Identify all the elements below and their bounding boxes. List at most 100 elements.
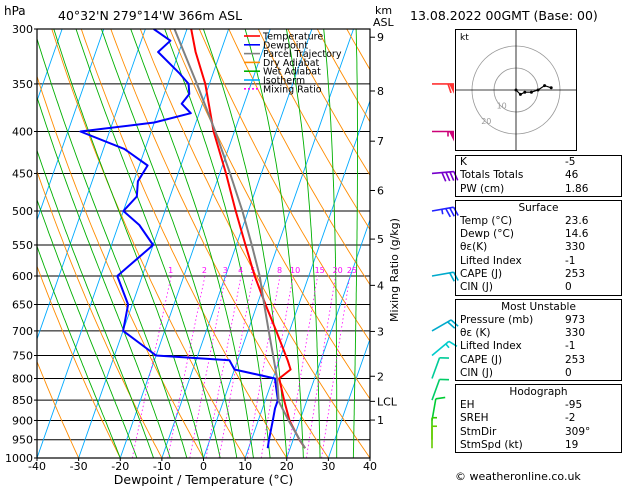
index-label: Totals Totals: [460, 169, 524, 182]
wet-adiabat-line: [100, 29, 238, 458]
dry-adiabat-line: [37, 74, 204, 458]
hodograph-stat-label: StmSpd (kt): [460, 439, 523, 452]
temperature-tick-label: 10: [238, 460, 252, 473]
km-tick-label: 8: [377, 85, 384, 98]
km-tick-label: 2: [377, 370, 384, 383]
pressure-tick-label: 800: [12, 372, 33, 385]
legend-label: Wet Adiabat: [263, 67, 321, 78]
wind-barb-flag: [441, 172, 447, 182]
pressure-tick-label: 500: [12, 205, 33, 218]
isotherm-line: [37, 29, 105, 222]
mixing-ratio-label: 8: [277, 266, 282, 275]
legend-label: Parcel Trajectory: [263, 49, 342, 60]
temperature-tick-label: 20: [280, 460, 294, 473]
wind-barb: [432, 130, 454, 142]
wind-barb-shaft: [431, 379, 441, 401]
km-tick-label: 4: [377, 279, 384, 292]
mixing-ratio-label: 25: [347, 266, 357, 275]
hodograph-point: [549, 86, 553, 90]
surface-row: θε(K) 330: [456, 241, 621, 254]
wet-adiabat-line: [323, 29, 338, 458]
surface-value: 0: [565, 281, 572, 294]
most-unstable-label: CIN (J): [460, 366, 493, 379]
pressure-tick-label: 400: [12, 126, 33, 139]
wind-barb-pennant: [449, 131, 454, 142]
hodograph-stat-value: 309°: [565, 425, 591, 438]
km-tick-label: 7: [377, 135, 384, 148]
temperature-tick-label: -30: [70, 460, 88, 473]
surface-label: θε(K): [460, 241, 488, 254]
surface-row: Dewp (°C) 14.6: [456, 228, 621, 241]
pressure-tick-label: 300: [12, 23, 33, 36]
index-value: -5: [565, 156, 576, 168]
surface-value: 330: [565, 241, 586, 254]
index-row: Totals Totals 46: [456, 169, 621, 182]
isotherm-line: [244, 99, 370, 458]
mixing-ratio-line: [131, 275, 172, 458]
most-unstable-label: Lifted Index: [460, 340, 522, 353]
legend-label: Mixing Ratio: [263, 84, 322, 95]
index-row: PW (cm) 1.86: [456, 183, 621, 196]
wet-adiabat-line: [37, 198, 138, 458]
index-label: PW (cm): [460, 182, 505, 195]
surface-value: 253: [565, 268, 586, 281]
km-tick-label: 5: [377, 233, 384, 246]
wet-adiabat-line: [352, 29, 358, 458]
temperature-tick-label: 0: [200, 460, 207, 473]
wet-adiabat-line: [37, 37, 188, 458]
pressure-tick-label: 600: [12, 270, 33, 283]
temperature-tick-label: -10: [153, 460, 171, 473]
hodograph-stat-value: 19: [565, 439, 579, 452]
mixing-ratio-label: 3: [223, 266, 228, 275]
km-unit-label: km: [375, 4, 393, 17]
km-tick-label: LCL: [377, 395, 398, 408]
mixing-ratio-line: [218, 275, 254, 458]
dry-adiabat-line: [257, 29, 370, 231]
wet-adiabat-line: [202, 29, 288, 458]
hodograph-stats-box: Hodograph EH -95 SREH -2 StmDir 309° StmSpd (k…: [455, 384, 622, 454]
surface-label: CIN (J): [460, 281, 493, 294]
surface-value: -1: [565, 254, 576, 267]
wind-barb-shaft: [431, 398, 437, 421]
most-unstable-box: Most Unstable Pressure (mb) 973 θε (K) 330 L…: [455, 298, 622, 382]
wind-barb-flag: [435, 396, 446, 400]
series-dewpoint-line: [79, 29, 279, 449]
wet-adiabat-line: [53, 29, 204, 458]
pressure-tick-label: 450: [12, 167, 33, 180]
wind-barb: [431, 378, 450, 401]
hodograph-plot: kt 10 20: [456, 30, 576, 150]
mixing-ratio-label: 10: [290, 266, 300, 275]
mixing-ratio-line: [246, 275, 281, 458]
surface-row: CIN (J) 0: [456, 281, 621, 294]
most-unstable-value: 330: [565, 326, 586, 339]
mixing-ratio-line: [321, 275, 351, 458]
index-label: K: [460, 156, 467, 168]
pressure-tick-label: 550: [12, 239, 33, 252]
mixing-ratio-line: [286, 275, 318, 458]
surface-label: CAPE (J): [460, 268, 503, 281]
surface-label: Dewp (°C): [460, 228, 514, 241]
dry-adiabat-line: [169, 29, 370, 400]
dry-adiabat-line: [228, 29, 370, 286]
most-unstable-value: -1: [565, 340, 576, 353]
legend-label: Dry Adiabat: [263, 58, 320, 69]
km-tick-label: 6: [377, 184, 384, 197]
hodograph-point: [523, 90, 527, 94]
surface-title: Surface: [518, 201, 559, 214]
datetime-title: 13.08.2022 00GMT (Base: 00): [410, 8, 598, 23]
most-unstable-value: 253: [565, 353, 586, 366]
temperature-tick-label: 30: [321, 460, 335, 473]
wind-barb: [431, 357, 450, 379]
wind-barb-flag: [449, 207, 455, 217]
wind-barb: [431, 340, 458, 357]
pressure-tick-label: 900: [12, 414, 33, 427]
dry-adiabat-line: [37, 360, 80, 458]
surface-box: Surface Temp (°C) 23.6 Dewp (°C) 14.6 θε(K) 3…: [455, 199, 622, 296]
dry-adiabat-line: [139, 29, 370, 458]
wet-adiabat-line: [37, 95, 171, 458]
series-temperature-line: [190, 29, 306, 449]
mixing-ratio-label: 2: [202, 266, 207, 275]
surface-value: 14.6: [565, 228, 589, 241]
wind-barb: [431, 319, 459, 332]
pressure-tick-label: 650: [12, 299, 33, 312]
